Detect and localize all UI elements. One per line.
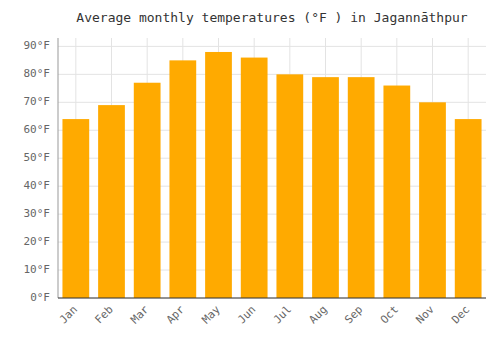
y-tick-label: 10°F: [24, 263, 51, 276]
chart-title: Average monthly temperatures (°F ) in Ja…: [76, 10, 468, 25]
x-tick-label: Nov: [413, 303, 437, 327]
y-tick-label: 50°F: [24, 151, 51, 164]
bar: [205, 52, 232, 298]
x-tick-label: Apr: [164, 303, 188, 327]
bar: [62, 119, 89, 298]
y-tick-label: 20°F: [24, 235, 51, 248]
y-grid-line: [58, 46, 486, 47]
bar: [169, 60, 196, 298]
bar: [241, 58, 268, 298]
y-grid-line: [58, 298, 486, 299]
bar: [383, 86, 410, 298]
x-tick-label: Sep: [342, 303, 365, 326]
y-axis-line: [58, 38, 59, 298]
x-tick-label: Feb: [92, 303, 115, 326]
bars: [62, 52, 481, 298]
bar: [455, 119, 482, 298]
grid: [58, 38, 486, 298]
x-axis-line: [58, 298, 486, 299]
bar: [348, 77, 375, 298]
x-tick-label: Dec: [449, 303, 472, 326]
x-tick-label: Oct: [378, 303, 401, 326]
y-tick-label: 40°F: [24, 179, 51, 192]
bar: [276, 74, 303, 298]
y-tick-label: 90°F: [24, 39, 51, 52]
bar: [312, 77, 339, 298]
chart-svg: 0°F 10°F 20°F 30°F 40°F 50°F 60°F 70°F 80°F 90°F J…: [0, 0, 500, 350]
x-tick-label: Aug: [306, 303, 329, 326]
x-tick-label: Jan: [57, 303, 80, 326]
y-tick-label: 80°F: [24, 67, 51, 80]
chart-container: 0°F 10°F 20°F 30°F 40°F 50°F 60°F 70°F 80°F 90°F J…: [0, 0, 500, 350]
x-tick-label: Mar: [128, 303, 152, 327]
x-tick-label: Jun: [235, 303, 258, 326]
y-grid-line: [58, 74, 486, 75]
bar: [134, 83, 161, 298]
y-tick-label: 0°F: [30, 291, 50, 304]
bar: [419, 102, 446, 298]
y-tick-label: 70°F: [24, 95, 51, 108]
y-tick-label: 30°F: [24, 207, 51, 220]
bar: [98, 105, 125, 298]
x-tick-label: Jul: [271, 303, 294, 326]
x-tick-label: May: [199, 303, 223, 327]
y-tick-label: 60°F: [24, 123, 51, 136]
